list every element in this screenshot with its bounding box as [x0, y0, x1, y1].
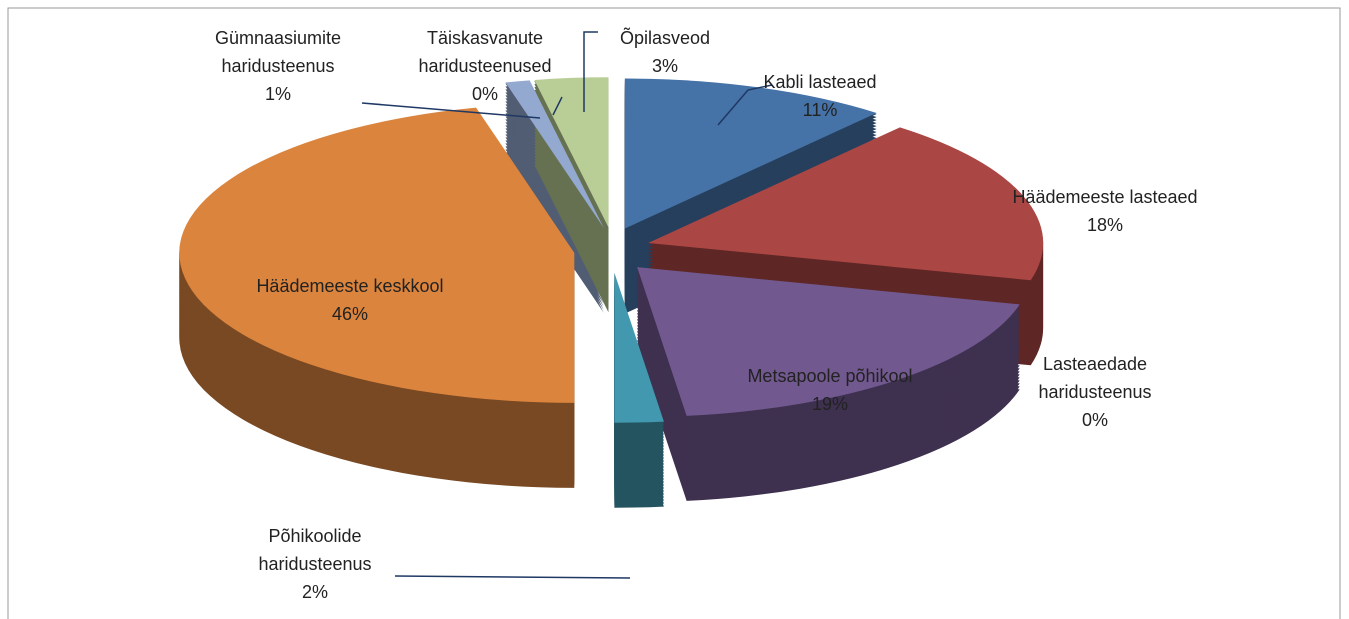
slice [624, 78, 877, 229]
category-name: Lasteaedade haridusteenus [1038, 354, 1152, 402]
value-label: 2% [301, 582, 328, 602]
leader-line [361, 102, 541, 119]
data-label: Lasteaedade haridusteenus 0% [1010, 350, 1180, 434]
slice-side [505, 144, 604, 292]
value-label: 46% [331, 304, 369, 324]
value-label: 19% [811, 394, 849, 414]
category-name: Häädemeeste keskkool [256, 276, 444, 296]
data-label: Põhikoolide haridusteenus 2% [225, 522, 405, 606]
category-name: Põhikoolide haridusteenus [258, 526, 372, 574]
category-name: Gümnaasiumite haridusteenus [214, 28, 342, 76]
slice-side [505, 147, 604, 295]
leader-line [552, 96, 563, 116]
category-name: Kabli lasteaed [763, 72, 877, 92]
slice-side [530, 162, 605, 310]
slice [530, 80, 605, 228]
value-label: 18% [1086, 215, 1124, 235]
data-label: Kabli lasteaed 11% [745, 68, 895, 124]
slice-side [530, 165, 605, 313]
value-label: 11% [802, 100, 838, 120]
data-label: Gümnaasiumite haridusteenus 1% [188, 24, 368, 108]
data-label: Häädemeeste keskkool 46% [210, 272, 490, 328]
value-label: 0% [1081, 410, 1108, 430]
slice [179, 107, 575, 403]
slice [637, 267, 1020, 416]
category-name: Metsapoole põhikool [747, 366, 913, 386]
data-label: Täiskasvanute haridusteenused 0% [395, 24, 575, 108]
value-label: 1% [264, 84, 291, 104]
slice-tops [179, 77, 1044, 423]
slice [648, 127, 1044, 281]
value-label: 3% [651, 56, 678, 76]
category-name: Täiskasvanute haridusteenused [418, 28, 552, 76]
slice-side [530, 159, 605, 307]
leader-line [583, 31, 598, 112]
chart-border [7, 7, 1341, 619]
leader-line [717, 84, 773, 126]
data-label: Õpilasveod 3% [595, 24, 735, 80]
value-label: 0% [471, 84, 498, 104]
data-label: Metsapoole põhikool 19% [715, 362, 945, 418]
leader-line [394, 575, 631, 579]
category-name: Häädemeeste lasteaed [1012, 187, 1198, 207]
slice [614, 272, 664, 423]
data-label: Häädemeeste lasteaed 18% [975, 183, 1235, 239]
category-name: Õpilasveod [619, 28, 711, 48]
